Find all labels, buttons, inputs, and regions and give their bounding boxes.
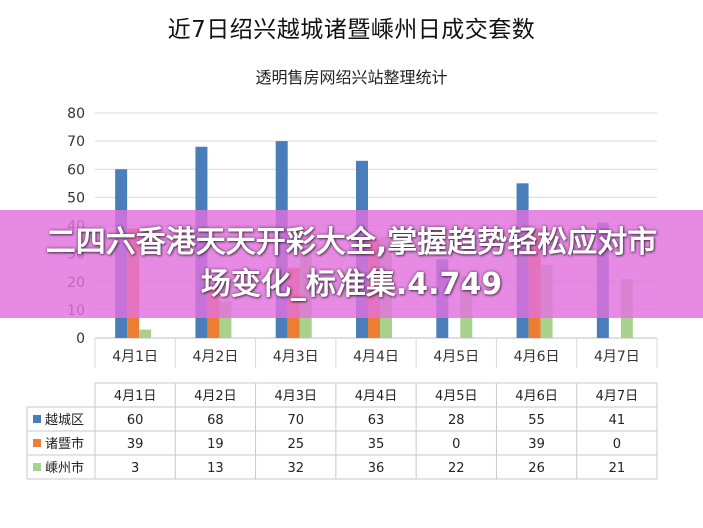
- table-value-cell: 0: [452, 437, 460, 452]
- table-value-cell: 25: [287, 437, 304, 452]
- table-value-cell: 60: [127, 413, 144, 428]
- table-value-cell: 0: [613, 437, 621, 452]
- table-value-cell: 41: [609, 413, 626, 428]
- legend-swatch: [33, 439, 41, 447]
- table-value-cell: 63: [368, 413, 385, 428]
- table-value-cell: 35: [368, 437, 385, 452]
- table-value-cell: 68: [207, 413, 224, 428]
- x-tick-label: 4月5日: [433, 349, 479, 365]
- legend-label: 嵊州市: [45, 460, 84, 476]
- y-tick-label: 60: [67, 162, 85, 178]
- table-value-cell: 39: [127, 437, 144, 452]
- legend-label: 诸暨市: [45, 436, 84, 452]
- table-header-cell: 4月7日: [596, 389, 639, 404]
- table-value-cell: 3: [131, 461, 139, 476]
- table-header-cell: 4月2日: [194, 389, 237, 404]
- y-tick-label: 50: [67, 190, 85, 206]
- table-header-cell: 4月6日: [515, 389, 558, 404]
- table-header-cell: 4月5日: [435, 389, 478, 404]
- table-value-cell: 21: [609, 461, 626, 476]
- table-value-cell: 28: [448, 413, 465, 428]
- table-value-cell: 39: [528, 437, 545, 452]
- overlay-banner-text: 二四六香港天天开彩大全,掌握趋势轻松应对市场变化_标准集.4.749: [45, 225, 658, 302]
- x-tick-label: 4月3日: [273, 349, 319, 365]
- table-value-cell: 26: [528, 461, 545, 476]
- y-tick-label: 70: [67, 134, 85, 150]
- table-header-cell: 4月3日: [274, 389, 317, 404]
- chart-title: 近7日绍兴越城诸暨嵊州日成交套数: [167, 17, 536, 43]
- table-value-cell: 19: [207, 437, 224, 452]
- legend-swatch: [33, 415, 41, 423]
- overlay-banner: 二四六香港天天开彩大全,掌握趋势轻松应对市场变化_标准集.4.749: [0, 210, 703, 318]
- chart-subtitle: 透明售房网绍兴站整理统计: [255, 68, 448, 87]
- x-tick-label: 4月6日: [514, 349, 560, 365]
- y-tick-label: 0: [76, 331, 85, 347]
- table-value-cell: 55: [528, 413, 545, 428]
- table-value-cell: 36: [368, 461, 385, 476]
- x-tick-label: 4月4日: [353, 349, 399, 365]
- bar: [139, 329, 152, 338]
- table-value-cell: 13: [207, 461, 224, 476]
- table-value-cell: 22: [448, 461, 465, 476]
- x-tick-label: 4月2日: [193, 349, 239, 365]
- y-tick-label: 80: [67, 106, 85, 122]
- legend-swatch: [33, 463, 41, 471]
- x-tick-label: 4月7日: [594, 349, 640, 365]
- table-header-cell: 4月1日: [114, 389, 157, 404]
- table-header-cell: 4月4日: [355, 389, 398, 404]
- table-value-cell: 70: [287, 413, 304, 428]
- table-value-cell: 32: [287, 461, 304, 476]
- legend-label: 越城区: [45, 413, 84, 428]
- x-tick-label: 4月1日: [112, 349, 158, 365]
